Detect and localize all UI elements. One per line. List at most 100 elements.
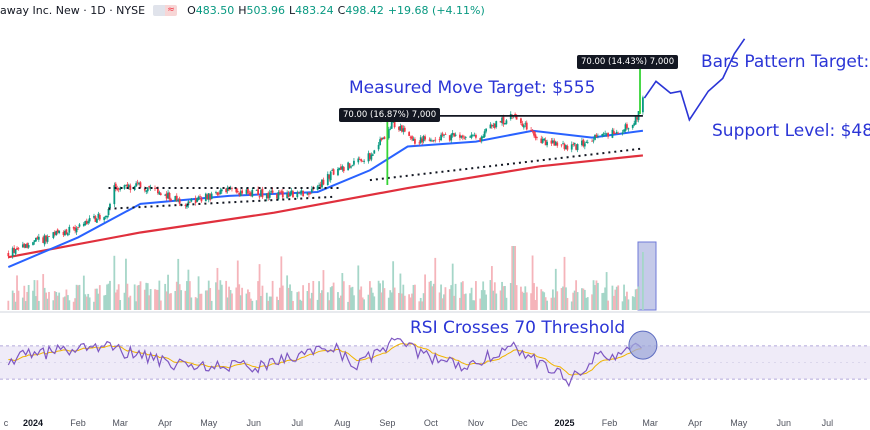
measured-move-tag-left: 70.00 (16.87%) 7,000 bbox=[339, 108, 441, 122]
candle-body bbox=[84, 221, 87, 225]
candle-body bbox=[219, 190, 222, 195]
candle-body bbox=[371, 154, 374, 156]
candle-body bbox=[66, 233, 69, 236]
candle-body bbox=[585, 142, 588, 143]
candle-body bbox=[361, 160, 364, 162]
volume-bar bbox=[37, 300, 40, 310]
volume-bar bbox=[129, 295, 132, 310]
candle-body bbox=[302, 190, 305, 196]
volume-bar bbox=[371, 292, 374, 310]
candle-body bbox=[422, 135, 425, 142]
candle-body bbox=[623, 129, 625, 132]
volume-bar bbox=[509, 283, 512, 310]
ma50-line bbox=[7, 129, 644, 268]
candle-body bbox=[326, 173, 329, 185]
volume-bar bbox=[318, 281, 320, 310]
candle-body bbox=[249, 192, 252, 196]
volume-bar bbox=[68, 300, 71, 310]
candle-body bbox=[430, 139, 432, 142]
candle-body bbox=[167, 192, 169, 199]
candle-body bbox=[158, 192, 161, 195]
candle-body bbox=[126, 184, 129, 188]
candle-body bbox=[72, 227, 75, 229]
candle-body bbox=[373, 150, 376, 154]
volume-bar bbox=[159, 300, 162, 310]
candle-body bbox=[565, 145, 567, 150]
volume-bar bbox=[322, 270, 325, 310]
volume-bar bbox=[383, 288, 386, 310]
volume-bar bbox=[278, 287, 281, 310]
volume-bar bbox=[114, 292, 117, 310]
volume-bar bbox=[434, 257, 437, 310]
volume-bar bbox=[17, 290, 20, 310]
volume-bar bbox=[177, 258, 180, 310]
candle-body bbox=[216, 192, 219, 195]
indicator-badge[interactable]: ≈ bbox=[153, 4, 178, 16]
volume-bar bbox=[636, 288, 639, 310]
candle-body bbox=[601, 134, 604, 136]
candle-body bbox=[14, 249, 17, 254]
volume-bar bbox=[565, 287, 567, 310]
candle-body bbox=[627, 128, 630, 130]
volume-bar bbox=[605, 272, 608, 310]
candle-body bbox=[116, 188, 119, 190]
candle-body bbox=[204, 193, 207, 202]
candle-body bbox=[409, 136, 412, 138]
candle-body bbox=[268, 192, 271, 198]
candle-body bbox=[109, 203, 111, 209]
x-tick-label: Dec bbox=[511, 418, 528, 428]
volume-bar bbox=[260, 295, 262, 310]
candle-body bbox=[129, 185, 132, 190]
volume-bar bbox=[479, 298, 482, 310]
candle-body bbox=[431, 140, 434, 142]
candle-body bbox=[482, 136, 485, 138]
candle-body bbox=[520, 118, 522, 124]
candle-body bbox=[489, 124, 492, 129]
volume-bar bbox=[267, 300, 270, 310]
volume-bar bbox=[419, 297, 422, 310]
volume-bar bbox=[623, 284, 625, 310]
volume-bar bbox=[148, 295, 151, 310]
volume-bar bbox=[553, 297, 556, 310]
volume-bar bbox=[145, 282, 148, 310]
ohlc-value: 483.50 bbox=[195, 3, 235, 17]
volume-bar bbox=[170, 293, 172, 310]
candle-body bbox=[7, 253, 10, 257]
candle-body bbox=[461, 135, 464, 138]
volume-bar bbox=[514, 246, 517, 310]
candle-body bbox=[451, 133, 454, 135]
candle-body bbox=[52, 232, 55, 238]
volume-bar bbox=[194, 297, 197, 310]
x-tick-label: Apr bbox=[158, 418, 173, 428]
candle-body bbox=[127, 184, 130, 188]
volume-bar bbox=[106, 284, 108, 310]
volume-bar bbox=[249, 298, 252, 310]
eye-icon bbox=[153, 4, 166, 16]
volume-bar bbox=[96, 288, 98, 310]
volume-bar bbox=[460, 282, 463, 310]
candle-body bbox=[556, 142, 559, 146]
volume-bar bbox=[339, 295, 342, 310]
candle-body bbox=[450, 134, 453, 141]
candle-body bbox=[357, 158, 360, 163]
candle-body bbox=[133, 186, 136, 191]
volume-bar bbox=[139, 281, 142, 310]
volume-bar bbox=[591, 294, 593, 310]
volume-bar bbox=[392, 261, 395, 310]
volume-bar bbox=[614, 289, 617, 310]
volume-bar bbox=[502, 286, 505, 310]
volume-bar bbox=[13, 292, 16, 310]
volume-bar bbox=[52, 300, 55, 310]
ohlc-key: O bbox=[187, 3, 196, 17]
candle-body bbox=[200, 197, 203, 202]
channel-bottom-line bbox=[108, 195, 333, 210]
volume-bar bbox=[93, 301, 95, 310]
symbol-name[interactable]: away Inc. New · 1D · NYSE bbox=[0, 3, 146, 17]
volume-bar bbox=[74, 298, 77, 310]
candle-body bbox=[65, 229, 68, 235]
volume-bar bbox=[353, 295, 355, 310]
volume-bar bbox=[331, 286, 334, 310]
candle-body bbox=[432, 140, 435, 141]
volume-bar bbox=[216, 267, 219, 310]
